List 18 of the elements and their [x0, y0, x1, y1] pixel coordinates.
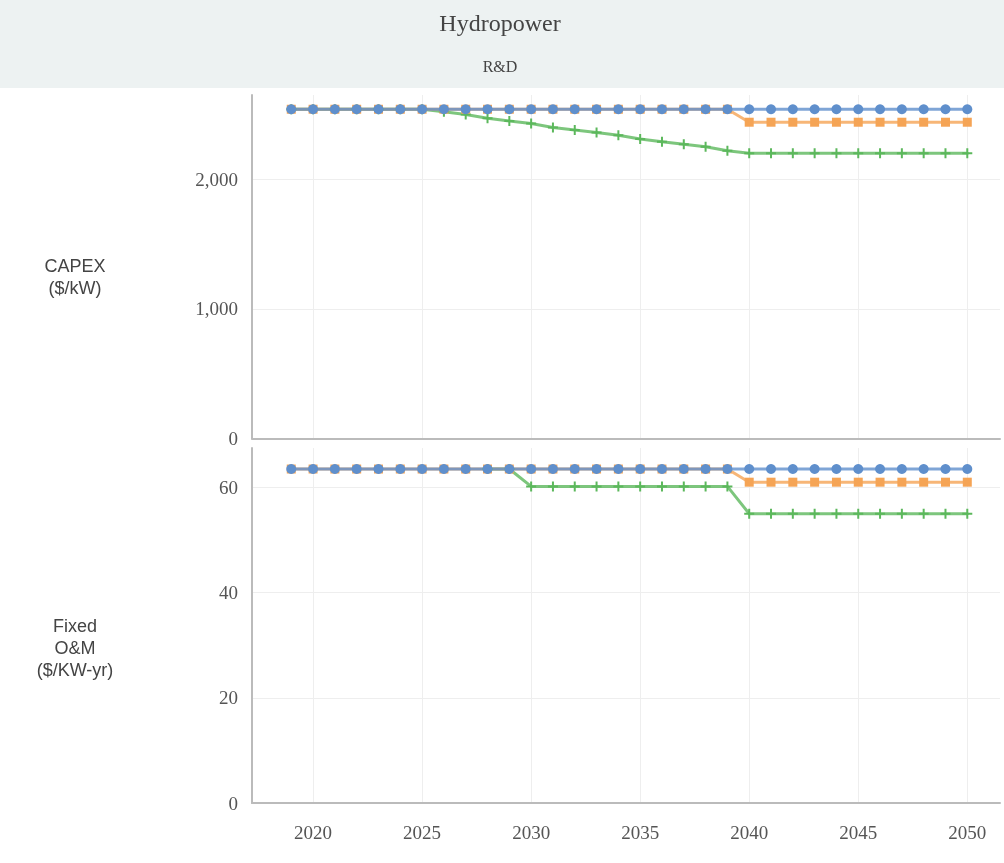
- y-axis-title: CAPEX ($/kW): [43, 255, 107, 299]
- y-tick-label: 40: [219, 582, 238, 604]
- x-tick-label: 2030: [512, 822, 551, 843]
- y-tick-label: 60: [219, 476, 238, 498]
- x-tick-label: 2040: [730, 822, 769, 843]
- y-tick-label: 0: [228, 792, 238, 814]
- y-tick-label: 2,000: [195, 168, 238, 190]
- x-tick-label: 2045: [839, 822, 878, 843]
- x-tick-label: 2020: [294, 822, 333, 843]
- y-tick-label: 1,000: [195, 298, 238, 320]
- x-tick-label: 2035: [621, 822, 660, 843]
- y-axis-title: Fixed O&M ($/KW-yr): [35, 615, 115, 681]
- chart-title: Hydropower: [438, 10, 562, 37]
- y-tick-label: 20: [219, 687, 238, 709]
- y-tick-label: 0: [228, 428, 238, 449]
- x-tick-label: 2025: [403, 822, 442, 843]
- x-tick-label: 2050: [948, 822, 987, 843]
- chart-subtitle: R&D: [481, 58, 519, 76]
